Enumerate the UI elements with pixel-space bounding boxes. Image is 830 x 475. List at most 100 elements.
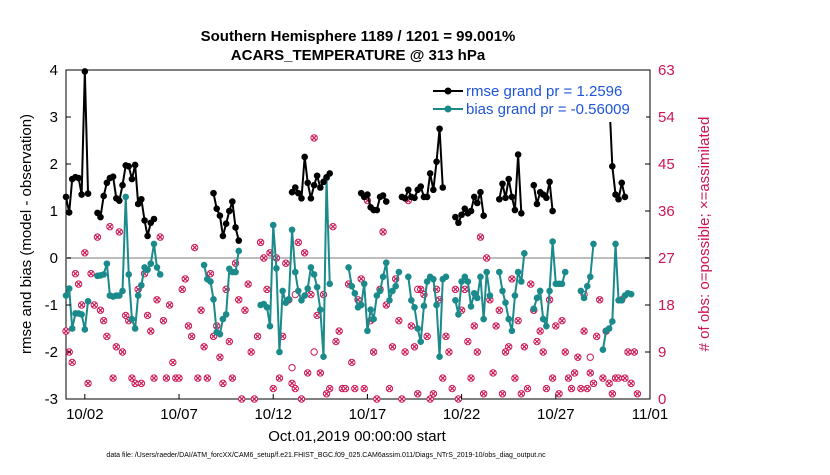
- obs-assimilated-marker: [427, 396, 433, 402]
- obs-assimilated-marker: [496, 307, 503, 313]
- bias-point: [499, 287, 506, 295]
- bias-point: [414, 325, 422, 332]
- bias-point: [138, 281, 145, 289]
- bias-point: [455, 311, 462, 318]
- obs-assimilated-marker: [581, 328, 587, 334]
- bias-point: [392, 282, 399, 290]
- x-tick-label: 10/22: [443, 406, 481, 423]
- obs-assimilated-marker: [584, 385, 590, 392]
- bias-point: [367, 306, 374, 314]
- obs-assimilated-marker: [100, 317, 107, 324]
- obs-assimilated-marker: [549, 375, 556, 381]
- rmse-point: [364, 191, 371, 198]
- bias-point: [511, 292, 519, 299]
- x-tick-label: 10/02: [66, 406, 104, 423]
- obs-assimilated-marker: [480, 391, 487, 397]
- bias-point: [235, 247, 243, 255]
- obs-assimilated-marker: [396, 317, 402, 324]
- rmse-point: [150, 215, 158, 223]
- rmse-point: [294, 189, 302, 197]
- obs-assimilated-marker: [443, 333, 449, 340]
- obs-assimilated-marker: [628, 380, 634, 387]
- bias-point: [533, 294, 541, 302]
- rmse-point: [382, 198, 390, 205]
- obs-assimilated-marker: [94, 234, 101, 240]
- obs-assimilated-marker: [195, 375, 201, 381]
- y2-axis-label: # of obs: o=possible; ×=assimilated: [696, 117, 713, 352]
- obs-assimilated-marker: [72, 270, 79, 277]
- rmse-point: [304, 179, 312, 187]
- obs-assimilated-marker: [119, 349, 126, 355]
- obs-assimilated-marker: [257, 239, 264, 246]
- y2-tick-label: 54: [658, 109, 675, 126]
- obs-assimilated-marker: [116, 229, 123, 235]
- bias-point: [360, 280, 368, 288]
- y2-tick-label: 18: [658, 297, 675, 314]
- obs-assimilated-marker: [534, 338, 540, 345]
- rmse-line-segment: [454, 191, 485, 226]
- obs-assimilated-marker: [69, 359, 75, 366]
- bias-point: [207, 278, 214, 285]
- obs-assimilated-marker: [471, 323, 477, 329]
- rmse-point: [229, 198, 236, 205]
- rmse-point: [226, 207, 233, 215]
- bias-point: [263, 304, 271, 311]
- obs-assimilated-marker: [634, 391, 641, 397]
- obs-assimilated-marker: [374, 396, 380, 402]
- bias-point: [395, 268, 403, 276]
- bias-point: [222, 311, 230, 318]
- rmse-point: [458, 211, 465, 219]
- obs-assimilated-marker: [559, 317, 565, 324]
- bias-point: [605, 325, 613, 332]
- bias-point: [119, 287, 126, 295]
- obs-assimilated-marker: [349, 359, 355, 366]
- rmse-point: [301, 153, 308, 161]
- bias-point: [288, 226, 296, 234]
- legend-box: [430, 80, 646, 122]
- rmse-point: [291, 184, 299, 191]
- bias-point: [84, 297, 92, 305]
- obs-assimilated-marker: [201, 344, 207, 350]
- bias-point: [433, 301, 440, 309]
- bias-point: [216, 330, 224, 338]
- obs-assimilated-marker: [575, 354, 581, 360]
- rmse-point: [401, 195, 409, 202]
- bias-point: [480, 315, 487, 323]
- obs-assimilated-marker: [389, 344, 396, 350]
- obs-possible-only-marker: [310, 348, 318, 356]
- obs-assimilated-marker: [556, 391, 562, 397]
- rmse-point: [495, 195, 503, 203]
- obs-assimilated-marker: [462, 286, 468, 293]
- rmse-line-segment: [65, 71, 90, 213]
- x-tick-label: 11/01: [632, 406, 668, 423]
- obs-assimilated-marker: [91, 302, 97, 308]
- obs-possible-only-marker: [288, 363, 296, 372]
- obs-assimilated-marker: [261, 255, 267, 261]
- obs-assimilated-marker: [220, 380, 226, 387]
- obs-assimilated-marker: [600, 375, 606, 381]
- axis-ticks: -3 -2 -1 0 1 2 3 4 0 9 18 27 36 45 54 63 10/02 10/07 10/12…: [45, 62, 675, 423]
- obs-assimilated-marker: [97, 307, 104, 313]
- y-tick-label: -1: [45, 297, 58, 314]
- bias-point: [580, 294, 588, 302]
- bias-point: [543, 322, 550, 330]
- bias-point: [351, 289, 359, 297]
- bias-point: [147, 260, 155, 267]
- obs-assimilated-marker: [317, 370, 324, 376]
- rmse-point: [326, 170, 334, 177]
- obs-assimilated-marker: [113, 344, 120, 350]
- rmse-point: [530, 181, 538, 189]
- obs-assimilated-marker: [411, 344, 418, 350]
- obs-assimilated-marker: [509, 276, 515, 282]
- obs-assimilated-marker: [399, 396, 405, 402]
- obs-assimilated-marker: [424, 333, 430, 340]
- rmse-point: [131, 161, 139, 169]
- obs-assimilated-marker: [251, 396, 258, 402]
- rmse-point: [426, 170, 434, 177]
- bias-point: [583, 282, 591, 290]
- obs-assimilated-marker: [414, 391, 421, 397]
- obs-assimilated-marker: [148, 328, 154, 334]
- rmse-point: [612, 191, 619, 198]
- bias-point: [269, 221, 277, 229]
- rmse-point: [404, 186, 412, 194]
